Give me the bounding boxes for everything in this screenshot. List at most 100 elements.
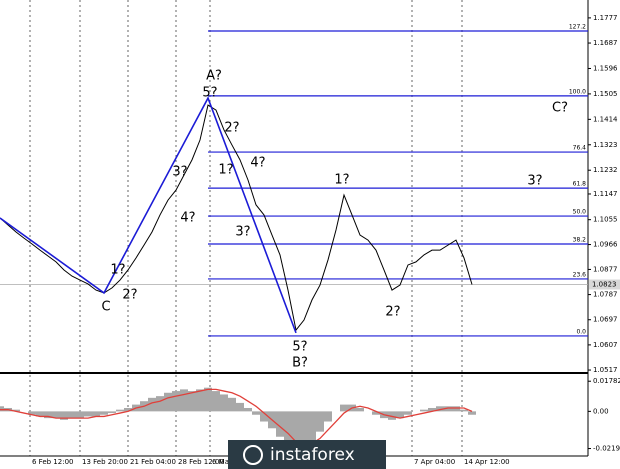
wave-label: 3?	[172, 165, 187, 180]
watermark: instaforex	[270, 445, 355, 465]
x-tick-label: 6 Feb 12:00	[32, 458, 73, 466]
histogram-bar	[420, 409, 428, 412]
histogram-bar	[436, 406, 444, 412]
histogram-bar	[244, 407, 252, 412]
x-tick-label: 21 Feb 04:00	[130, 458, 176, 466]
histogram-bar	[36, 411, 44, 417]
histogram-bar	[172, 391, 180, 412]
fib-label: 23.6	[573, 271, 587, 278]
wave-label: C	[101, 300, 110, 315]
wave-label: 4?	[250, 156, 265, 171]
fib-label: 61.8	[573, 181, 587, 188]
histogram-bar	[116, 409, 124, 412]
wave-label: C?	[552, 101, 568, 116]
last-price-box	[589, 279, 620, 290]
fib-label: 38.2	[573, 236, 587, 243]
histogram-bar	[284, 411, 292, 446]
x-tick-label: 13 Feb 20:00	[82, 458, 128, 466]
histogram-bar	[212, 391, 220, 412]
y-tick-label: 1.1596	[593, 64, 618, 72]
histogram-bar	[164, 392, 172, 412]
last-price-label: 1.0823	[592, 281, 617, 289]
histogram-bar	[292, 411, 300, 452]
fib-label: 100.0	[569, 88, 586, 95]
histogram-bar	[396, 411, 404, 419]
histogram-bar	[452, 406, 460, 412]
histogram-bar	[12, 409, 20, 412]
histogram-bar	[444, 406, 452, 412]
wave-label: 3?	[527, 174, 542, 189]
signal-line	[0, 388, 473, 446]
histogram-bar	[276, 411, 284, 437]
wave-label: 2?	[224, 121, 239, 136]
x-tick-label: 28 Feb 12:00	[178, 458, 224, 466]
histogram-bar	[84, 411, 92, 417]
histogram-bar	[468, 411, 476, 415]
y-tick-label: 1.0877	[593, 265, 618, 273]
histogram-bar	[308, 411, 316, 442]
y-tick-label: 1.0966	[593, 241, 618, 249]
y-tick-label: 0.00	[593, 407, 609, 415]
y-tick-label: 1.1777	[593, 14, 618, 22]
wave-label: 1?	[218, 163, 233, 178]
histogram-bar	[460, 409, 468, 412]
histogram-bar	[252, 411, 260, 415]
wave-label: 5?	[202, 86, 217, 101]
histogram-bar	[92, 411, 100, 417]
y-tick-label: 1.1687	[593, 39, 618, 47]
wave-label: 1?	[110, 263, 125, 278]
histogram-bar	[124, 407, 132, 412]
histogram-bar	[76, 411, 84, 419]
y-tick-label: 1.0787	[593, 291, 618, 299]
histogram-bar	[108, 411, 116, 414]
histogram-bar	[68, 411, 76, 419]
histogram-bar	[28, 411, 36, 415]
fib-label: 0.0	[576, 328, 586, 335]
histogram-bar	[148, 397, 156, 412]
y-tick-label: 1.0517	[593, 366, 618, 374]
histogram-bar	[340, 404, 348, 412]
wave-line	[0, 96, 297, 334]
x-tick-label: 7 Apr 04:00	[414, 458, 455, 466]
histogram-bar	[300, 411, 308, 449]
histogram-bar	[356, 407, 364, 412]
histogram-bar	[100, 411, 108, 415]
y-tick-label: 1.1055	[593, 216, 618, 224]
histogram-bar	[180, 389, 188, 412]
watermark-icon	[243, 445, 263, 465]
wave-label: 1?	[334, 173, 349, 188]
histogram-bar	[0, 406, 4, 412]
histogram-bar	[260, 411, 268, 422]
histogram-bar	[44, 411, 52, 419]
histogram-bar	[156, 396, 164, 412]
wave-label: 2?	[122, 288, 137, 303]
y-tick-label: 1.1147	[593, 190, 618, 198]
x-tick-label: 14 Apr 12:00	[464, 458, 510, 466]
y-tick-label: 1.0697	[593, 316, 618, 324]
fib-label: 50.0	[573, 209, 587, 216]
wave-label: A?	[206, 69, 222, 84]
price-line	[0, 104, 473, 332]
histogram-bar	[60, 411, 68, 420]
wave-label: 4?	[180, 211, 195, 226]
histogram-bar	[196, 389, 204, 412]
fib-label: 127.2	[569, 24, 586, 31]
wave-label: 3?	[235, 225, 250, 240]
x-tick-label: 6 Mar	[212, 458, 232, 466]
histogram-bar	[428, 407, 436, 412]
histogram-bar	[236, 402, 244, 412]
y-tick-label: 1.1505	[593, 90, 618, 98]
histogram-bar	[316, 411, 324, 432]
wave-label: 2?	[385, 305, 400, 320]
histogram-bar	[388, 411, 396, 420]
y-tick-label: 1.0607	[593, 341, 618, 349]
histogram-bar	[372, 411, 380, 415]
y-tick-label: 1.1323	[593, 141, 618, 149]
wave-label: 5?	[292, 340, 307, 355]
fib-label: 76.4	[573, 145, 587, 152]
histogram-bar	[404, 411, 412, 415]
y-tick-label: -0.02198	[593, 445, 620, 453]
